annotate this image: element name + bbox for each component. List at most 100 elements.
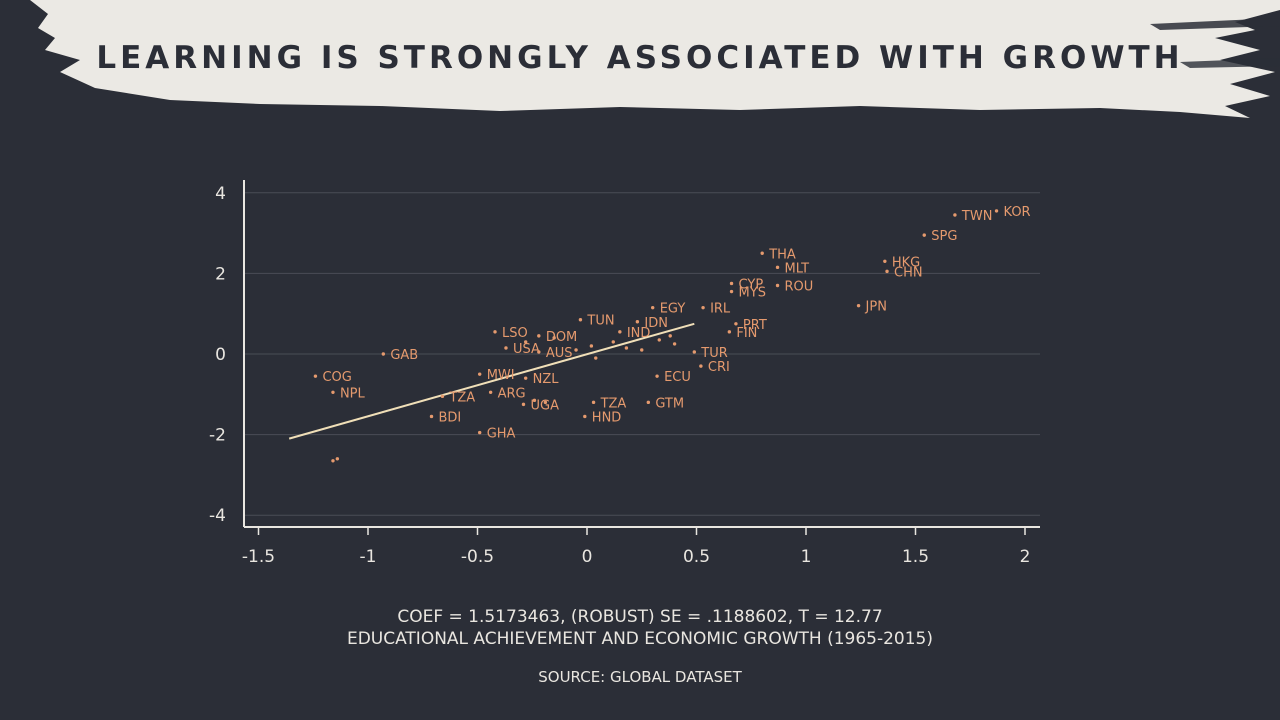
point-label: MLT — [785, 261, 810, 276]
data-point — [574, 348, 578, 352]
data-point — [775, 283, 780, 288]
data-point — [672, 342, 677, 346]
data-point — [477, 372, 482, 376]
x-tick-label: -1 — [360, 547, 377, 567]
point-label: TZA — [448, 390, 475, 405]
x-tick-label: 0 — [582, 547, 593, 567]
point-label: TWN — [961, 209, 993, 224]
point-label: IRL — [710, 302, 731, 317]
data-point — [521, 402, 526, 407]
data-point — [477, 430, 482, 435]
point-label: DOM — [546, 330, 577, 345]
data-point — [488, 390, 493, 394]
page-title: LEARNING IS STRONGLY ASSOCIATED WITH GRO… — [96, 40, 1184, 76]
data-point — [537, 350, 541, 354]
data-point — [729, 281, 734, 286]
data-point — [523, 340, 528, 344]
y-tick-label: 0 — [215, 345, 226, 365]
point-label: GAB — [390, 348, 418, 363]
point-label: AUS — [546, 346, 573, 361]
data-point — [532, 398, 537, 403]
chart-caption: EDUCATIONAL ACHIEVEMENT AND ECONOMIC GRO… — [346, 629, 934, 649]
data-point — [640, 348, 644, 352]
data-point — [594, 356, 598, 360]
point-label: PRT — [743, 318, 767, 333]
y-tick-label: 2 — [215, 264, 226, 284]
data-point — [589, 344, 594, 348]
data-point — [543, 400, 548, 405]
x-tick-label: -1.5 — [242, 547, 275, 567]
data-point — [635, 320, 640, 324]
data-point — [953, 213, 957, 217]
point-label: USA — [513, 342, 540, 357]
data-point — [331, 390, 335, 394]
data-point — [583, 414, 587, 419]
data-point — [922, 233, 926, 237]
point-label: GTM — [655, 396, 684, 411]
data-point — [591, 400, 596, 405]
x-tick-label: 2 — [1020, 547, 1031, 567]
data-point — [734, 322, 738, 326]
point-label: COG — [322, 370, 351, 385]
data-point — [611, 340, 615, 344]
grid — [244, 192, 1040, 516]
point-label: ROU — [785, 279, 814, 294]
data-point — [856, 303, 861, 308]
data-point — [885, 269, 889, 274]
data-point — [552, 336, 556, 340]
point-label: HND — [592, 410, 622, 425]
data-point — [331, 459, 335, 463]
point-label: NPL — [340, 386, 366, 401]
data-point — [313, 374, 318, 378]
data-point — [578, 318, 583, 322]
brush-streak — [1150, 18, 1280, 30]
y-tick-label: -2 — [209, 426, 226, 446]
data-point — [727, 330, 732, 334]
data-point — [994, 209, 999, 213]
point-label: TUN — [586, 314, 614, 329]
data-point — [651, 305, 655, 310]
point-label: NZL — [533, 372, 560, 387]
point-label: HKG — [892, 255, 920, 270]
data-point — [624, 346, 629, 350]
axes: 4 2 0 -2 -4 -1.5 -1 -0.5 0 0.5 1 1.5 2 — [209, 180, 1040, 567]
data-point — [381, 352, 386, 356]
point-label: CYP — [739, 277, 764, 292]
point-label: EGY — [660, 302, 686, 317]
point-label: SPG — [931, 229, 957, 244]
point-label: UGA — [530, 398, 559, 413]
data-point — [537, 334, 541, 338]
data-point — [883, 259, 887, 264]
point-label: LSO — [502, 326, 528, 341]
data-point — [760, 251, 764, 255]
data-point — [618, 330, 622, 334]
point-label: ECU — [664, 370, 691, 385]
brush-streak — [1180, 58, 1280, 68]
y-tick-label: -4 — [209, 506, 226, 526]
x-tick-label: 1 — [801, 547, 812, 567]
regression-stats: COEF = 1.5173463, (ROBUST) SE = .1188602… — [397, 607, 883, 627]
data-point — [775, 265, 780, 270]
point-label: BDI — [439, 410, 462, 425]
point-label: KOR — [1004, 205, 1031, 220]
point-label: IDN — [644, 316, 668, 331]
point-label: MWI — [487, 368, 515, 383]
data-point — [646, 400, 651, 405]
brush-banner — [30, 0, 1280, 118]
y-tick-label: 4 — [215, 184, 226, 204]
data-point — [729, 289, 734, 294]
data-point — [440, 394, 445, 399]
data-point — [335, 457, 340, 461]
point-label: CRI — [708, 360, 730, 375]
point-label: IND — [627, 326, 651, 341]
data-point — [701, 305, 705, 310]
point-label: CHN — [894, 265, 923, 280]
data-point — [692, 350, 697, 354]
data-point — [657, 338, 661, 342]
point-label: FIN — [736, 326, 757, 341]
brush-stroke — [30, 0, 1280, 118]
fit-line — [288, 322, 695, 440]
